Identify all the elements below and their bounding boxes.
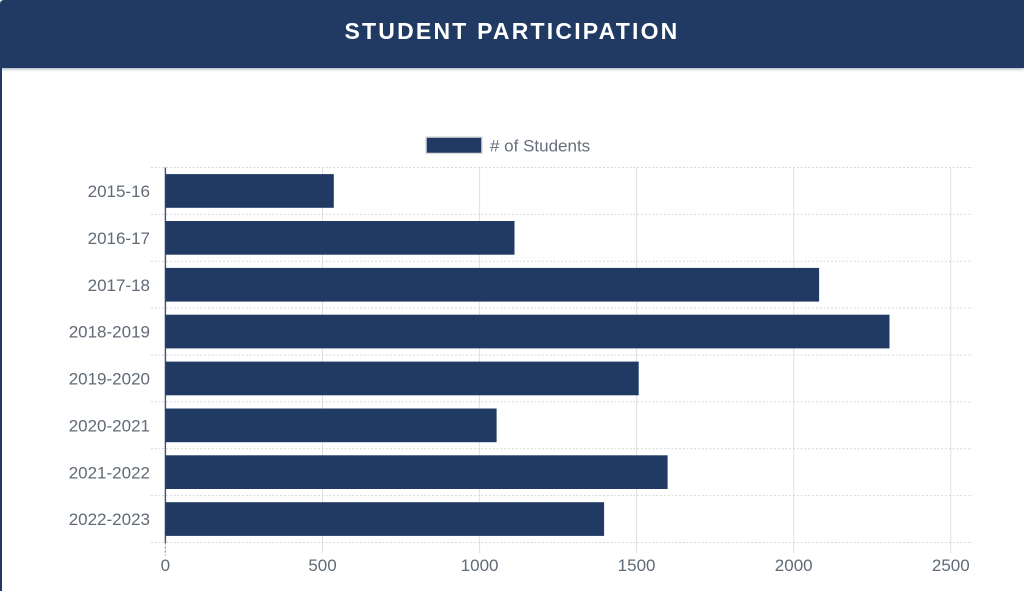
svg-text:2019-2020: 2019-2020	[69, 370, 150, 389]
svg-text:2022-2023: 2022-2023	[69, 510, 150, 529]
svg-text:2017-18: 2017-18	[88, 276, 150, 295]
svg-text:2016-17: 2016-17	[88, 229, 150, 248]
svg-text:2020-2021: 2020-2021	[69, 416, 150, 435]
svg-text:2000: 2000	[775, 556, 813, 575]
svg-text:500: 500	[308, 556, 336, 575]
svg-text:2500: 2500	[932, 556, 970, 575]
svg-text:1500: 1500	[618, 556, 656, 575]
svg-text:0: 0	[161, 556, 170, 575]
svg-text:2021-2022: 2021-2022	[69, 463, 150, 482]
svg-text:2018-2019: 2018-2019	[69, 323, 150, 342]
svg-text:# of Students: # of Students	[490, 137, 590, 156]
svg-text:2015-16: 2015-16	[88, 182, 150, 201]
svg-text:1000: 1000	[461, 556, 499, 575]
